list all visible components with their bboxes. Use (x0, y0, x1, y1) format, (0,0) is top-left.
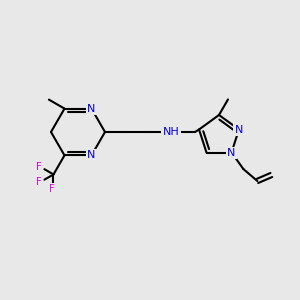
Text: N: N (235, 124, 243, 134)
Text: NH: NH (163, 127, 179, 137)
Text: N: N (227, 148, 236, 158)
Text: F: F (36, 162, 41, 172)
Text: N: N (87, 103, 96, 114)
Text: F: F (36, 177, 41, 187)
Text: N: N (87, 150, 96, 161)
Text: F: F (49, 184, 54, 194)
